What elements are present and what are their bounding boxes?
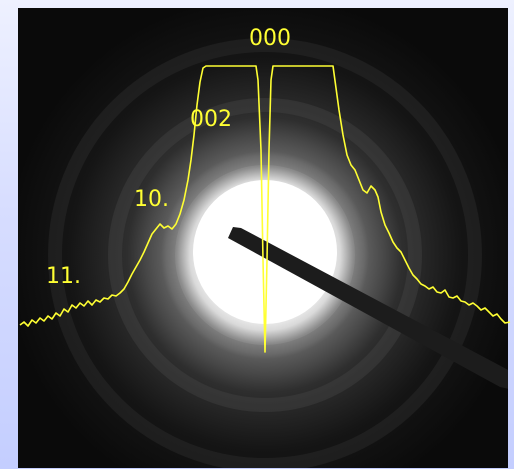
peak-label-11: 11. [46,264,81,289]
diffraction-pattern [18,8,508,468]
diffraction-ring-10 [108,98,422,412]
beam-stop [228,227,508,389]
peak-label-000: 000 [249,26,291,51]
diffraction-ring-11 [48,38,482,468]
intensity-profile-line [19,65,511,353]
peak-label-002: 002 [190,107,232,132]
peak-label-10: 10. [134,187,169,212]
